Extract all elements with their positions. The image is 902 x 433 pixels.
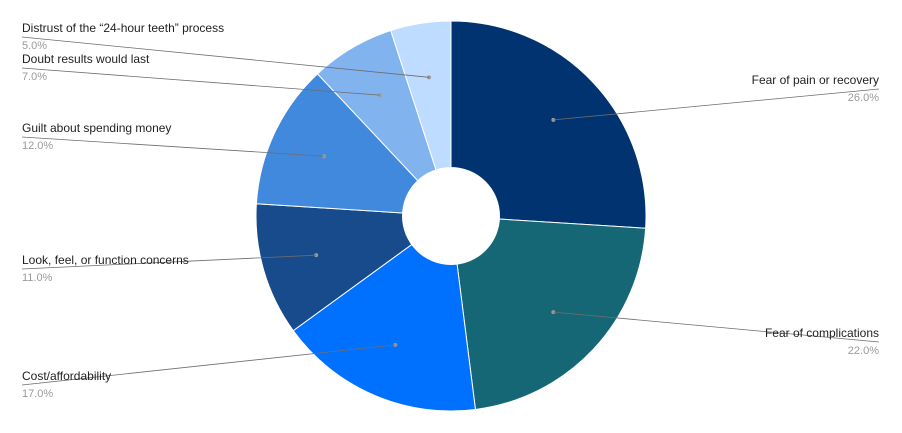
slice-label-5: Doubt results would last	[22, 52, 150, 66]
leader-line-2	[21, 344, 396, 386]
slice-percent-5: 7.0%	[22, 71, 47, 83]
leader-line-5	[21, 67, 380, 96]
slice-percent-4: 12.0%	[22, 140, 53, 152]
slice-percent-3: 11.0%	[22, 272, 53, 284]
pie-slice-0	[450, 20, 647, 229]
pie-slice-6	[390, 20, 452, 217]
leader-line-1	[553, 311, 880, 343]
leader-line-3	[21, 254, 317, 270]
slice-percent-1: 22.0%	[848, 345, 879, 357]
pie-slice-1	[450, 215, 647, 411]
leader-line-4	[21, 136, 324, 157]
pie-slice-4	[255, 73, 453, 217]
slice-percent-0: 26.0%	[848, 92, 879, 104]
leader-line-6	[21, 36, 430, 78]
slice-label-4: Guilt about spending money	[22, 121, 171, 135]
slice-label-1: Fear of complications	[765, 326, 879, 340]
slice-label-0: Fear of pain or recovery	[752, 73, 879, 87]
slice-label-6: Distrust of the “24-hour teeth” process	[22, 21, 224, 35]
slice-label-3: Look, feel, or function concerns	[22, 253, 189, 267]
pie-slice-3	[255, 203, 453, 332]
chart-slices	[255, 20, 647, 412]
slice-percent-6: 5.0%	[22, 40, 47, 52]
slice-percent-2: 17.0%	[22, 388, 53, 400]
slice-label-2: Cost/affordability	[22, 369, 111, 383]
donut-hole	[402, 167, 500, 265]
leader-lines	[21, 36, 880, 386]
slice-labels: Fear of pain or recovery 26.0% Fear of com…	[22, 21, 879, 400]
pie-slice-2	[292, 215, 476, 412]
leader-line-0	[553, 88, 880, 121]
